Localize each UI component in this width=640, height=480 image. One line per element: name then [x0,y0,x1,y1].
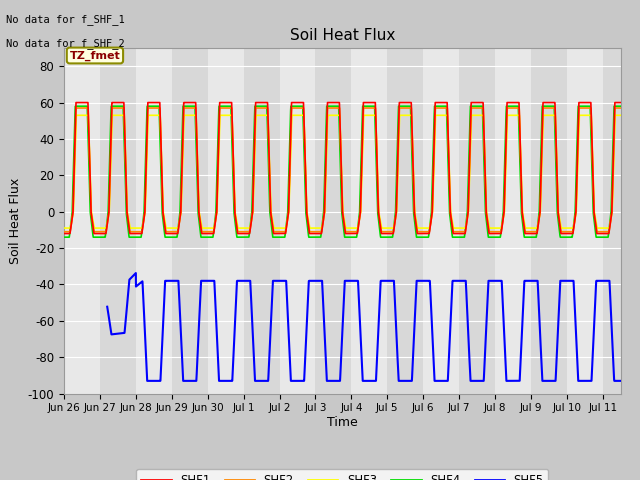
SHF1 [60,231,68,237]
SHF4 [394,120,402,126]
SHF1 [273,231,281,237]
Bar [316,48,351,394]
Line: SHF1: SHF1 [64,103,621,234]
SHF1 [72,100,80,106]
Bar [244,48,280,394]
SHF5 [161,278,169,284]
SHF5 [273,278,280,284]
SHF2 [60,229,68,235]
SHF4 [273,234,281,240]
SHF2 [617,105,625,111]
SHF4 [617,103,625,109]
Bar [172,48,208,394]
SHF2 [394,153,402,158]
SHF3 [72,112,80,118]
SHF3 [161,221,169,227]
SHF4 [518,214,525,220]
Title: Soil Heat Flux: Soil Heat Flux [290,28,395,43]
Bar [423,48,459,394]
Line: SHF2: SHF2 [64,108,621,232]
SHF2 [273,229,281,235]
SHF5 [617,378,625,384]
Line: SHF3: SHF3 [64,115,621,228]
SHF3 [394,162,402,168]
Bar [351,48,387,394]
Bar [459,48,495,394]
Bar [208,48,244,394]
SHF4 [476,103,483,109]
Line: SHF5: SHF5 [108,273,621,381]
SHF1 [476,100,483,106]
SHF5 [518,333,525,339]
SHF5 [422,278,430,284]
Bar [280,48,316,394]
SHF1 [422,231,430,237]
Bar [100,48,136,394]
SHF1 [394,143,402,149]
SHF3 [422,225,430,231]
SHF3 [518,192,525,198]
Bar [531,48,567,394]
SHF4 [161,234,169,240]
SHF1 [518,204,525,210]
SHF2 [161,224,169,230]
Bar [567,48,603,394]
SHF4 [422,234,430,240]
SHF4 [60,234,68,240]
SHF3 [60,225,68,231]
SHF3 [273,225,281,231]
SHF2 [422,229,430,235]
SHF3 [617,112,625,118]
SHF5 [476,378,483,384]
SHF3 [476,112,483,118]
Bar [136,48,172,394]
Bar [495,48,531,394]
Bar [64,48,100,394]
Bar [387,48,423,394]
SHF5 [394,363,402,369]
SHF2 [518,198,525,204]
Legend: SHF1, SHF2, SHF3, SHF4, SHF5: SHF1, SHF2, SHF3, SHF4, SHF5 [136,469,548,480]
Text: No data for f_SHF_1: No data for f_SHF_1 [6,14,125,25]
Y-axis label: Soil Heat Flux: Soil Heat Flux [9,178,22,264]
SHF1 [161,227,169,233]
SHF2 [476,105,483,111]
SHF4 [72,103,79,109]
X-axis label: Time: Time [327,416,358,429]
SHF1 [617,100,625,106]
Text: TZ_fmet: TZ_fmet [70,50,120,60]
SHF2 [72,105,80,111]
Text: No data for f_SHF_2: No data for f_SHF_2 [6,38,125,49]
Bar [603,48,639,394]
Line: SHF4: SHF4 [64,106,621,237]
